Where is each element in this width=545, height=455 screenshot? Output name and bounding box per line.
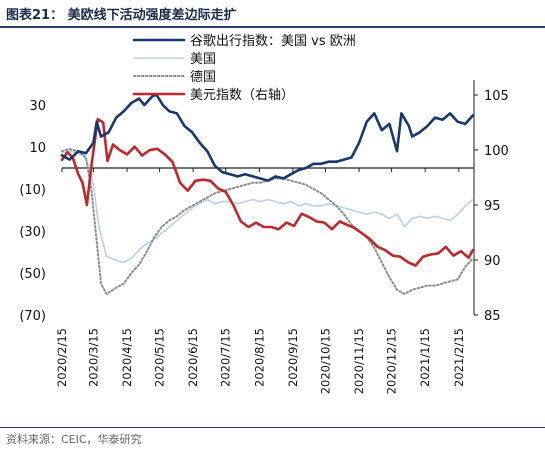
chart-title: 图表21： 美欧线下活动强度差边际走扩: [6, 8, 237, 23]
y-left-tick-label: (10): [19, 183, 46, 198]
x-tick-label: 2020/7/15: [219, 328, 233, 387]
legend-label-1: 美国: [190, 52, 216, 67]
y-right-tick-label: 90: [484, 254, 501, 269]
x-tick-label: 2021/2/15: [452, 328, 466, 387]
axes: 2020/2/15 2020/3/15 2020/4/15 2020/5/15 2020…: [19, 80, 509, 394]
series-line-2: [61, 148, 474, 295]
x-tick-label: 2020/11/15: [352, 328, 366, 394]
series-layer: [60, 93, 475, 295]
x-tick-label: 2020/3/15: [86, 328, 100, 387]
x-tick-label: 2020/9/15: [286, 328, 300, 387]
y-right-tick-label: 85: [484, 309, 501, 324]
y-left-tick-label: 10: [29, 141, 46, 156]
x-tick-label: 2020/5/15: [153, 328, 167, 387]
y-left-tick-label: (70): [19, 309, 46, 324]
source-note: 资料来源：CEIC，华泰研究: [6, 433, 142, 446]
x-tick-label: 2021/1/15: [418, 328, 432, 387]
y-left-tick-label: 30: [29, 99, 46, 114]
source-rule: [0, 427, 545, 428]
y-right-tick-label: 100: [484, 144, 509, 159]
y-left-tick-label: (30): [19, 225, 46, 240]
title-rule: [0, 26, 545, 28]
legend-label-3: 美元指数（右轴）: [190, 88, 294, 103]
x-tick-label: 2020/10/15: [318, 328, 332, 394]
legend-label-2: 德国: [190, 70, 216, 85]
x-tick-label: 2020/2/15: [55, 328, 69, 387]
x-tick-label: 2020/6/15: [186, 328, 200, 387]
y-right-tick-label: 95: [484, 199, 501, 214]
series-line-3: [60, 117, 475, 267]
x-tick-label: 2020/12/15: [385, 328, 399, 394]
legend-label-0: 谷歌出行指数：美国 vs 欧洲: [190, 34, 356, 49]
y-right-tick-label: 105: [484, 89, 509, 104]
y-left-tick-label: (50): [19, 267, 46, 282]
chart: 2020/2/15 2020/3/15 2020/4/15 2020/5/15 2020…: [19, 34, 509, 394]
x-tick-label: 2020/4/15: [120, 328, 134, 387]
series-line-0: [60, 93, 475, 182]
series-line-1: [61, 150, 474, 264]
x-tick-label: 2020/8/15: [252, 328, 266, 387]
